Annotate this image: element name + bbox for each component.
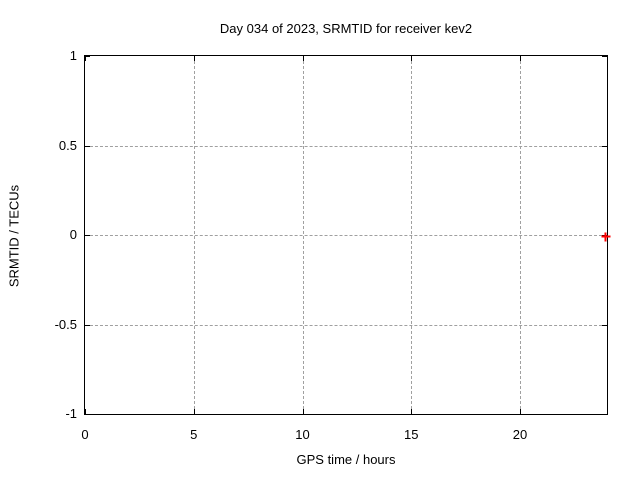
chart-title: Day 034 of 2023, SRMTID for receiver kev… bbox=[219, 21, 473, 36]
x-tick-label: 15 bbox=[404, 427, 419, 442]
y-tick-mark bbox=[602, 235, 607, 236]
x-tick-mark bbox=[85, 409, 86, 414]
y-gridline bbox=[85, 235, 607, 236]
y-tick-mark bbox=[602, 324, 607, 326]
x-tick-label: 5 bbox=[190, 427, 198, 442]
y-tick-label: -0.5 bbox=[54, 316, 77, 332]
x-tick-mark bbox=[411, 409, 413, 414]
x-tick-mark bbox=[85, 56, 86, 61]
x-tick-mark bbox=[193, 409, 195, 414]
y-tick-mark bbox=[602, 56, 607, 57]
x-tick-mark bbox=[193, 56, 195, 61]
y-tick-label: 1 bbox=[69, 48, 77, 63]
x-tick-mark bbox=[520, 409, 521, 414]
x-tick-mark bbox=[520, 56, 521, 61]
y-tick-label: -1 bbox=[65, 406, 77, 421]
plot-area bbox=[84, 55, 611, 415]
data-point-marker bbox=[601, 232, 611, 242]
x-tick-label: 10 bbox=[295, 427, 310, 442]
y-tick-mark bbox=[602, 145, 607, 147]
y-gridline bbox=[85, 145, 607, 147]
y-gridline bbox=[85, 324, 607, 326]
y-tick-mark bbox=[85, 56, 90, 57]
x-tick-label: 0 bbox=[81, 427, 89, 442]
y-tick-mark bbox=[85, 235, 90, 236]
x-tick-mark bbox=[411, 56, 413, 61]
x-tick-label: 20 bbox=[512, 427, 528, 442]
y-tick-mark bbox=[85, 414, 90, 415]
y-tick-mark bbox=[602, 414, 607, 415]
x-axis-label: GPS time / hours bbox=[296, 452, 396, 467]
y-tick-label: 0.5 bbox=[58, 137, 77, 153]
y-tick-mark bbox=[85, 145, 90, 147]
x-tick-mark bbox=[302, 409, 304, 414]
y-tick-label: 0 bbox=[69, 227, 77, 242]
y-tick-mark bbox=[85, 324, 90, 326]
x-tick-mark bbox=[302, 56, 304, 61]
